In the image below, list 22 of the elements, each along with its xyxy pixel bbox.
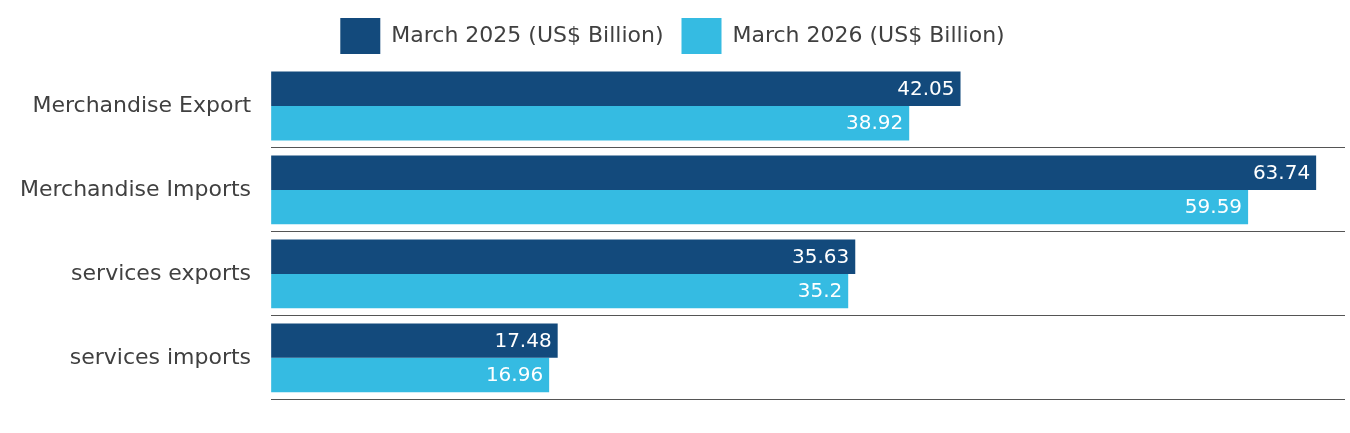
bar (271, 105, 910, 141)
y-tick-label: services exports (71, 259, 252, 285)
legend-label: March 2026 (US$ Billion) (732, 21, 1005, 47)
bar (271, 357, 550, 393)
data-label: 17.48 (494, 327, 552, 352)
bar (271, 323, 558, 358)
data-label: 35.63 (792, 243, 850, 268)
y-tick-label: services imports (69, 343, 252, 369)
data-label: 16.96 (485, 362, 544, 387)
data-label: 63.74 (1252, 159, 1311, 184)
legend-label: March 2025 (US$ Billion) (391, 21, 664, 47)
data-label: 42.05 (897, 75, 955, 100)
bar (271, 71, 961, 106)
data-label: 35.2 (797, 278, 843, 303)
bar (271, 273, 849, 309)
bar (271, 155, 1317, 190)
data-label: 38.92 (845, 110, 904, 135)
data-label: 59.59 (1184, 194, 1243, 219)
bar (271, 239, 856, 274)
y-tick-label: Merchandise Export (32, 91, 252, 117)
bar (271, 189, 1249, 225)
y-tick-label: Merchandise Imports (19, 175, 252, 201)
